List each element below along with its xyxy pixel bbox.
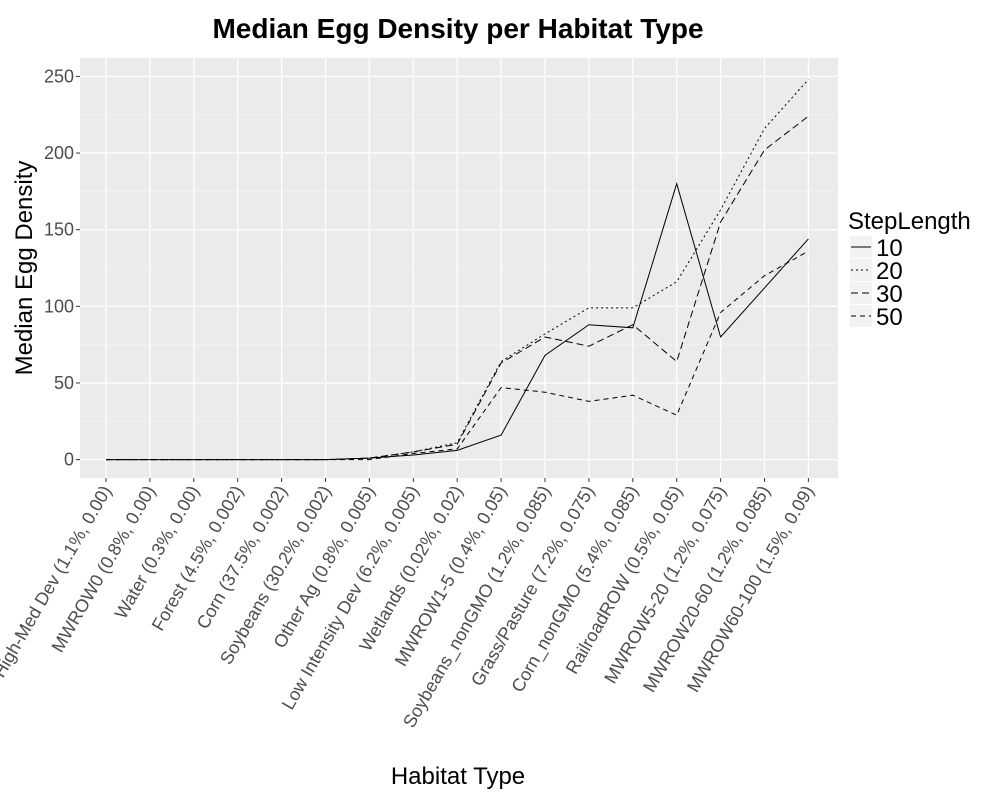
series-line-20 — [106, 79, 809, 461]
x-axis-ticks: High-Med Dev (1.1%, 0.00)MWROW0 (0.8%, 0… — [0, 478, 818, 732]
y-tick-label: 100 — [44, 296, 74, 316]
legend-label-10: 10 — [876, 235, 903, 262]
y-tick-label: 250 — [44, 66, 74, 86]
series-lines — [106, 79, 809, 461]
legend-key-background — [850, 282, 872, 304]
y-axis-ticks: 0 50 100 150 200 250 — [44, 66, 80, 470]
series-line-30 — [106, 115, 809, 461]
legend-label-20: 20 — [876, 258, 903, 285]
chart-title: Median Egg Density per Habitat Type — [212, 13, 703, 44]
y-tick-label: 50 — [54, 373, 74, 393]
y-axis-title: Median Egg Density — [11, 161, 38, 376]
y-tick-label: 0 — [64, 450, 74, 470]
y-tick-label: 150 — [44, 220, 74, 240]
y-tick-label: 200 — [44, 143, 74, 163]
legend-title: StepLength — [848, 208, 971, 235]
grid — [80, 58, 838, 478]
series-line-50 — [106, 250, 809, 461]
legend-label-30: 30 — [876, 281, 903, 308]
x-axis-title: Habitat Type — [391, 763, 525, 790]
legend-label-50: 50 — [876, 304, 903, 331]
